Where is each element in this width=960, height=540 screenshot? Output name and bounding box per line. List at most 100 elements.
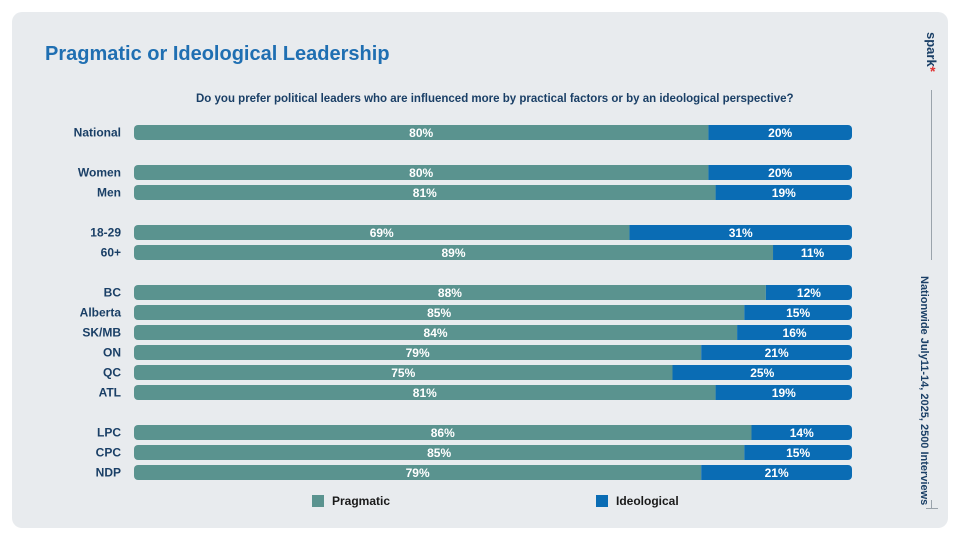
bar-pragmatic-18-29 <box>134 225 630 240</box>
category-label-men: Men <box>97 186 121 200</box>
legend-item-pragmatic: Pragmatic <box>312 494 390 508</box>
category-label-sk-mb: SK/MB <box>82 326 121 340</box>
legend-label-pragmatic: Pragmatic <box>332 494 391 508</box>
bar-row-on <box>134 345 852 360</box>
legend-label-ideological: Ideological <box>616 494 679 508</box>
value-label-pragmatic-sk-mb: 84% <box>424 326 448 340</box>
bar-pragmatic-atl <box>134 385 716 400</box>
category-label-18-29: 18-29 <box>90 226 121 240</box>
category-label-ndp: NDP <box>96 466 121 480</box>
value-label-ideological-cpc: 15% <box>786 446 810 460</box>
bar-row-sk-mb <box>134 325 852 340</box>
bar-ideological-ndp <box>701 465 852 480</box>
bar-row-60- <box>134 245 852 260</box>
bar-row-18-29 <box>134 225 852 240</box>
bar-ideological-60- <box>773 245 852 260</box>
value-label-ideological-men: 19% <box>772 186 796 200</box>
bar-row-qc <box>134 365 852 380</box>
bar-row-atl <box>134 385 852 400</box>
category-label-qc: QC <box>103 366 121 380</box>
category-label-atl: ATL <box>99 386 121 400</box>
divider-line-bottom <box>931 500 932 508</box>
spark-logo: spark * <box>924 32 939 79</box>
bar-pragmatic-bc <box>134 285 766 300</box>
value-label-pragmatic-atl: 81% <box>413 386 437 400</box>
bar-pragmatic-ndp <box>134 465 702 480</box>
category-label-on: ON <box>103 346 121 360</box>
category-label-national: National <box>74 126 121 140</box>
value-label-ideological-sk-mb: 16% <box>783 326 807 340</box>
value-label-ideological-ndp: 21% <box>765 466 789 480</box>
bar-pragmatic-on <box>134 345 702 360</box>
bar-pragmatic-men <box>134 185 716 200</box>
bar-row-men <box>134 185 852 200</box>
value-label-pragmatic-cpc: 85% <box>427 446 451 460</box>
bar-ideological-cpc <box>744 445 852 460</box>
value-label-ideological-national: 20% <box>768 126 792 140</box>
category-label-60-: 60+ <box>101 246 121 260</box>
bar-pragmatic-cpc <box>134 445 745 460</box>
bar-ideological-lpc <box>751 425 852 440</box>
source-note: Nationwide July11-14, 2025, 2500 Intervi… <box>918 276 930 506</box>
value-label-pragmatic-qc: 75% <box>391 366 415 380</box>
bar-row-national <box>134 125 852 140</box>
bar-row-lpc <box>134 425 852 440</box>
bar-pragmatic-sk-mb <box>134 325 738 340</box>
bar-pragmatic-60- <box>134 245 774 260</box>
value-label-ideological-qc: 25% <box>750 366 774 380</box>
value-label-pragmatic-alberta: 85% <box>427 306 451 320</box>
value-label-pragmatic-bc: 88% <box>438 286 462 300</box>
value-label-pragmatic-60-: 89% <box>441 246 465 260</box>
bar-ideological-qc <box>672 365 852 380</box>
bar-row-ndp <box>134 465 852 480</box>
category-label-bc: BC <box>104 286 122 300</box>
legend-swatch-pragmatic <box>312 495 324 507</box>
value-label-ideological-60-: 11% <box>801 246 825 260</box>
value-label-pragmatic-ndp: 79% <box>406 466 430 480</box>
value-label-ideological-on: 21% <box>765 346 789 360</box>
bar-ideological-on <box>701 345 852 360</box>
category-label-lpc: LPC <box>97 426 121 440</box>
bar-ideological-bc <box>765 285 852 300</box>
bar-ideological-alberta <box>744 305 852 320</box>
bar-row-cpc <box>134 445 852 460</box>
bar-ideological-18-29 <box>629 225 852 240</box>
chart-card <box>12 12 948 528</box>
chart-title: Pragmatic or Ideological Leadership <box>45 43 390 65</box>
bar-pragmatic-alberta <box>134 305 745 320</box>
value-label-pragmatic-national: 80% <box>409 126 433 140</box>
bar-pragmatic-national <box>134 125 709 140</box>
bar-ideological-men <box>715 185 852 200</box>
brand-asterisk-icon: * <box>930 63 936 79</box>
bar-ideological-women <box>708 165 852 180</box>
bar-pragmatic-lpc <box>134 425 752 440</box>
value-label-pragmatic-18-29: 69% <box>370 226 394 240</box>
value-label-pragmatic-lpc: 86% <box>431 426 455 440</box>
value-label-ideological-women: 20% <box>768 166 792 180</box>
value-label-ideological-bc: 12% <box>797 286 821 300</box>
category-label-cpc: CPC <box>96 446 122 460</box>
bar-row-bc <box>134 285 852 300</box>
category-label-women: Women <box>78 166 121 180</box>
divider-line <box>931 90 932 260</box>
bar-row-alberta <box>134 305 852 320</box>
bar-pragmatic-women <box>134 165 709 180</box>
bar-ideological-atl <box>715 385 852 400</box>
value-label-pragmatic-men: 81% <box>413 186 437 200</box>
value-label-ideological-atl: 19% <box>772 386 796 400</box>
divider-foot <box>926 508 938 509</box>
value-label-ideological-18-29: 31% <box>729 226 753 240</box>
brand-name: spark <box>924 32 939 67</box>
category-label-alberta: Alberta <box>80 306 122 320</box>
legend-swatch-ideological <box>596 495 608 507</box>
bar-row-women <box>134 165 852 180</box>
value-label-pragmatic-on: 79% <box>406 346 430 360</box>
bar-ideological-sk-mb <box>737 325 852 340</box>
survey-question: Do you prefer political leaders who are … <box>196 93 794 105</box>
value-label-pragmatic-women: 80% <box>409 166 433 180</box>
value-label-ideological-alberta: 15% <box>786 306 810 320</box>
bar-ideological-national <box>708 125 852 140</box>
bar-pragmatic-qc <box>134 365 673 380</box>
value-label-ideological-lpc: 14% <box>790 426 814 440</box>
